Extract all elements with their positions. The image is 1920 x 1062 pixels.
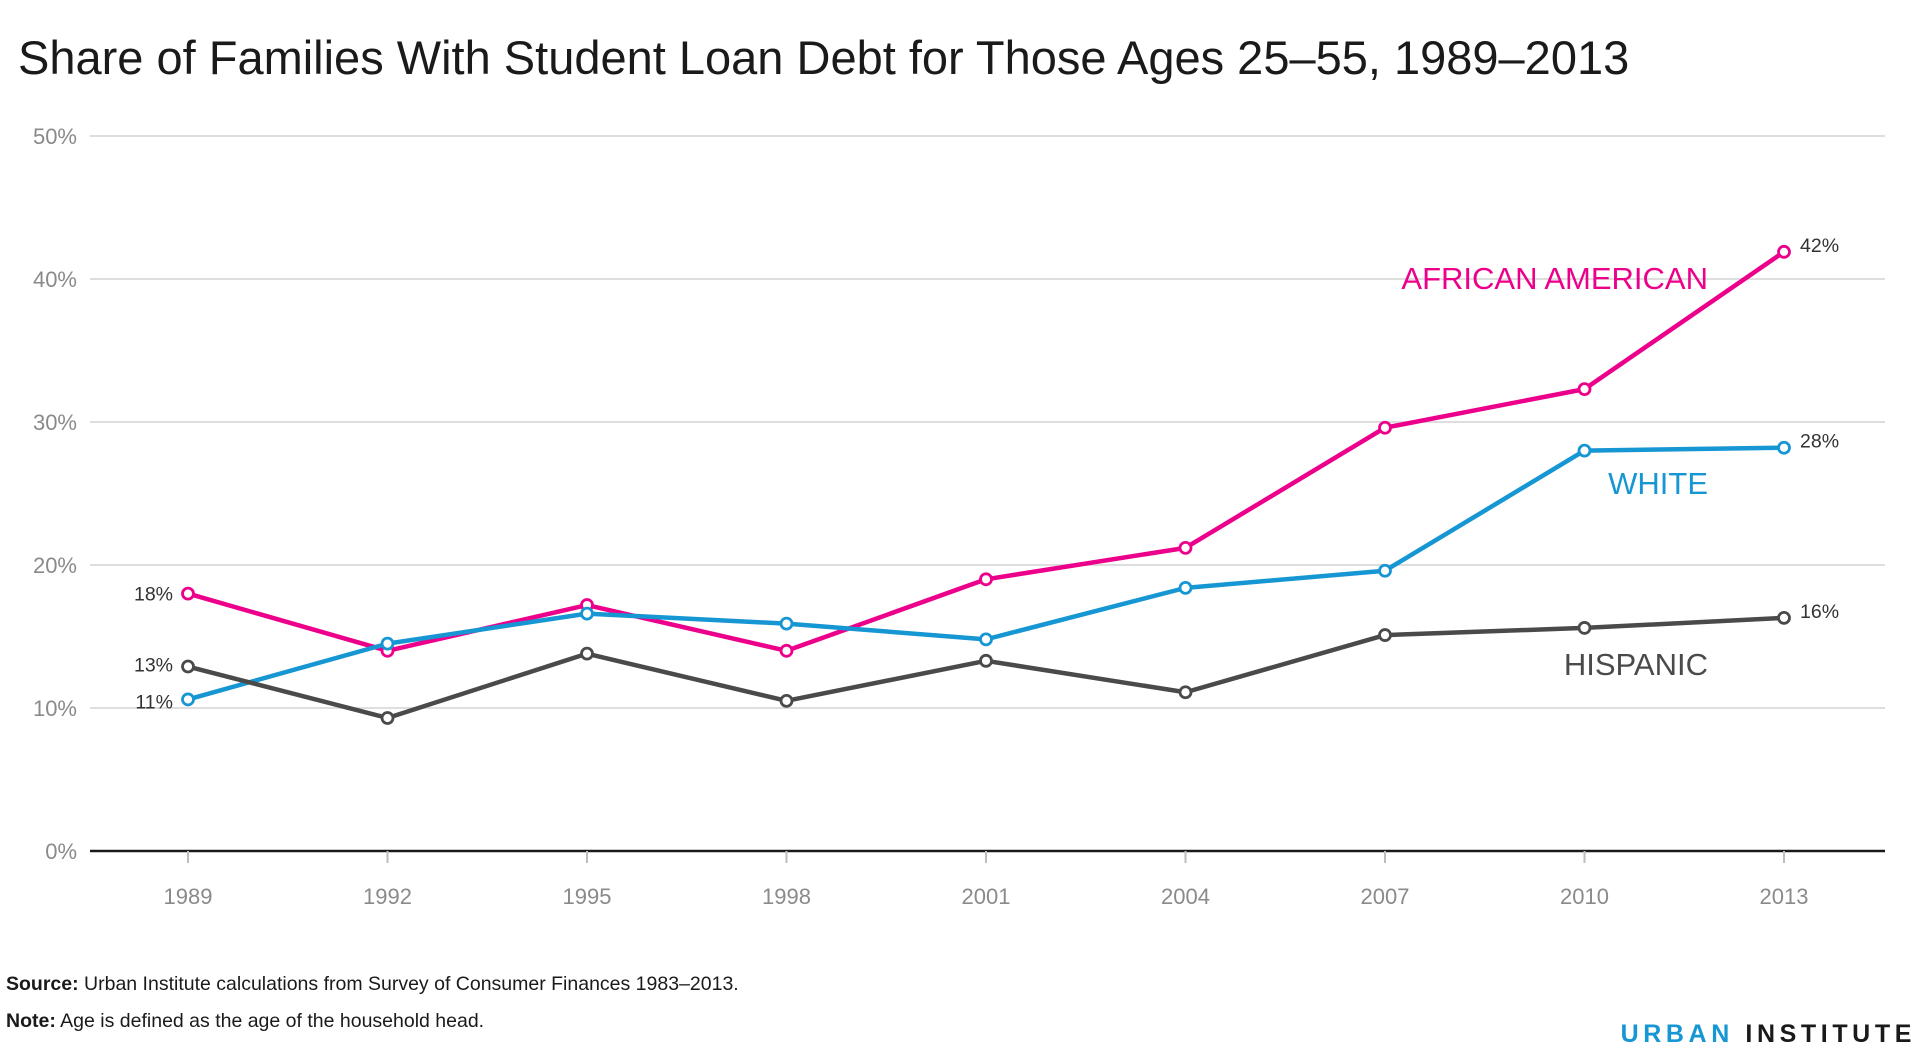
x-tick-label: 2013 [1760, 884, 1809, 909]
start-value-label: 18% [134, 584, 173, 606]
y-tick-label: 0% [45, 839, 77, 864]
source-note: Source: Urban Institute calculations fro… [6, 966, 739, 1003]
x-tick-label: 2001 [962, 884, 1011, 909]
footnotes: Source: Urban Institute calculations fro… [6, 966, 739, 1040]
x-tick-label: 2007 [1361, 884, 1410, 909]
y-tick-label: 10% [33, 696, 77, 721]
series-african-american [181, 244, 1791, 658]
note-label: Note: [6, 1010, 56, 1032]
end-value-label: 42% [1800, 235, 1839, 257]
x-tick-label: 2010 [1560, 884, 1609, 909]
chart-title: Share of Families With Student Loan Debt… [18, 31, 1630, 84]
source-label: Source: [6, 973, 79, 995]
data-point [1777, 440, 1791, 455]
start-value-label: 13% [134, 655, 173, 677]
series-name-label: AFRICAN AMERICAN [1401, 261, 1708, 296]
data-point [181, 659, 195, 674]
data-point [380, 711, 395, 725]
y-tick-label: 30% [33, 410, 77, 435]
note-text: Age is defined as the age of the househo… [60, 1010, 485, 1032]
data-point [380, 636, 395, 651]
urban-institute-logo: URBAN INSTITUTE [1621, 1020, 1916, 1049]
brand-word-1: URBAN [1620, 1020, 1734, 1048]
data-point [1577, 621, 1592, 635]
series-line [185, 249, 1787, 654]
data-point [1178, 685, 1193, 700]
grid-lines [90, 135, 1885, 853]
end-value-label: 28% [1800, 431, 1839, 453]
brand-word-2: INSTITUTE [1745, 1020, 1916, 1048]
data-point [181, 692, 195, 707]
data-point [580, 606, 594, 621]
x-tick-label: 1998 [762, 884, 811, 909]
series-hispanic [181, 611, 1791, 725]
data-point [1178, 580, 1193, 595]
data-point [779, 643, 794, 658]
end-value-label: 16% [1800, 601, 1839, 623]
x-tick-label: 1992 [363, 884, 412, 909]
data-point [1378, 420, 1392, 435]
source-text: Urban Institute calculations from Survey… [84, 973, 739, 995]
note: Note: Age is defined as the age of the h… [6, 1003, 739, 1040]
data-point [580, 646, 594, 661]
data-labels: 18% 42% AFRICAN AMERICAN 11% 28% WHITE 13% 16% H… [134, 235, 1839, 714]
series-name-label: HISPANIC [1564, 647, 1708, 682]
series-lines [181, 244, 1791, 725]
x-tick-label: 1995 [563, 884, 612, 909]
data-point [1577, 443, 1592, 458]
y-axis-ticks: 0% 10% 20% 30% 40% 50% [33, 124, 77, 864]
x-tick-label: 1989 [164, 884, 213, 909]
data-point [1777, 244, 1791, 259]
data-point [1378, 563, 1392, 578]
data-point [979, 632, 993, 647]
data-point [181, 586, 195, 601]
y-tick-label: 20% [33, 553, 77, 578]
data-point [979, 572, 993, 587]
y-tick-label: 50% [33, 124, 77, 149]
x-axis-ticks: 1989 1992 1995 1998 2001 2004 2007 2010 2013 [164, 851, 1809, 909]
x-tick-label: 2004 [1161, 884, 1210, 909]
data-point [779, 693, 794, 708]
data-point [1577, 382, 1592, 397]
y-tick-label: 40% [33, 267, 77, 292]
start-value-label: 11% [135, 691, 173, 713]
data-point [1378, 628, 1392, 642]
series-name-label: WHITE [1608, 466, 1708, 501]
data-point [779, 616, 794, 631]
data-point [1777, 611, 1791, 625]
data-point [1178, 540, 1193, 555]
data-point [979, 653, 993, 668]
series-white [181, 440, 1791, 707]
